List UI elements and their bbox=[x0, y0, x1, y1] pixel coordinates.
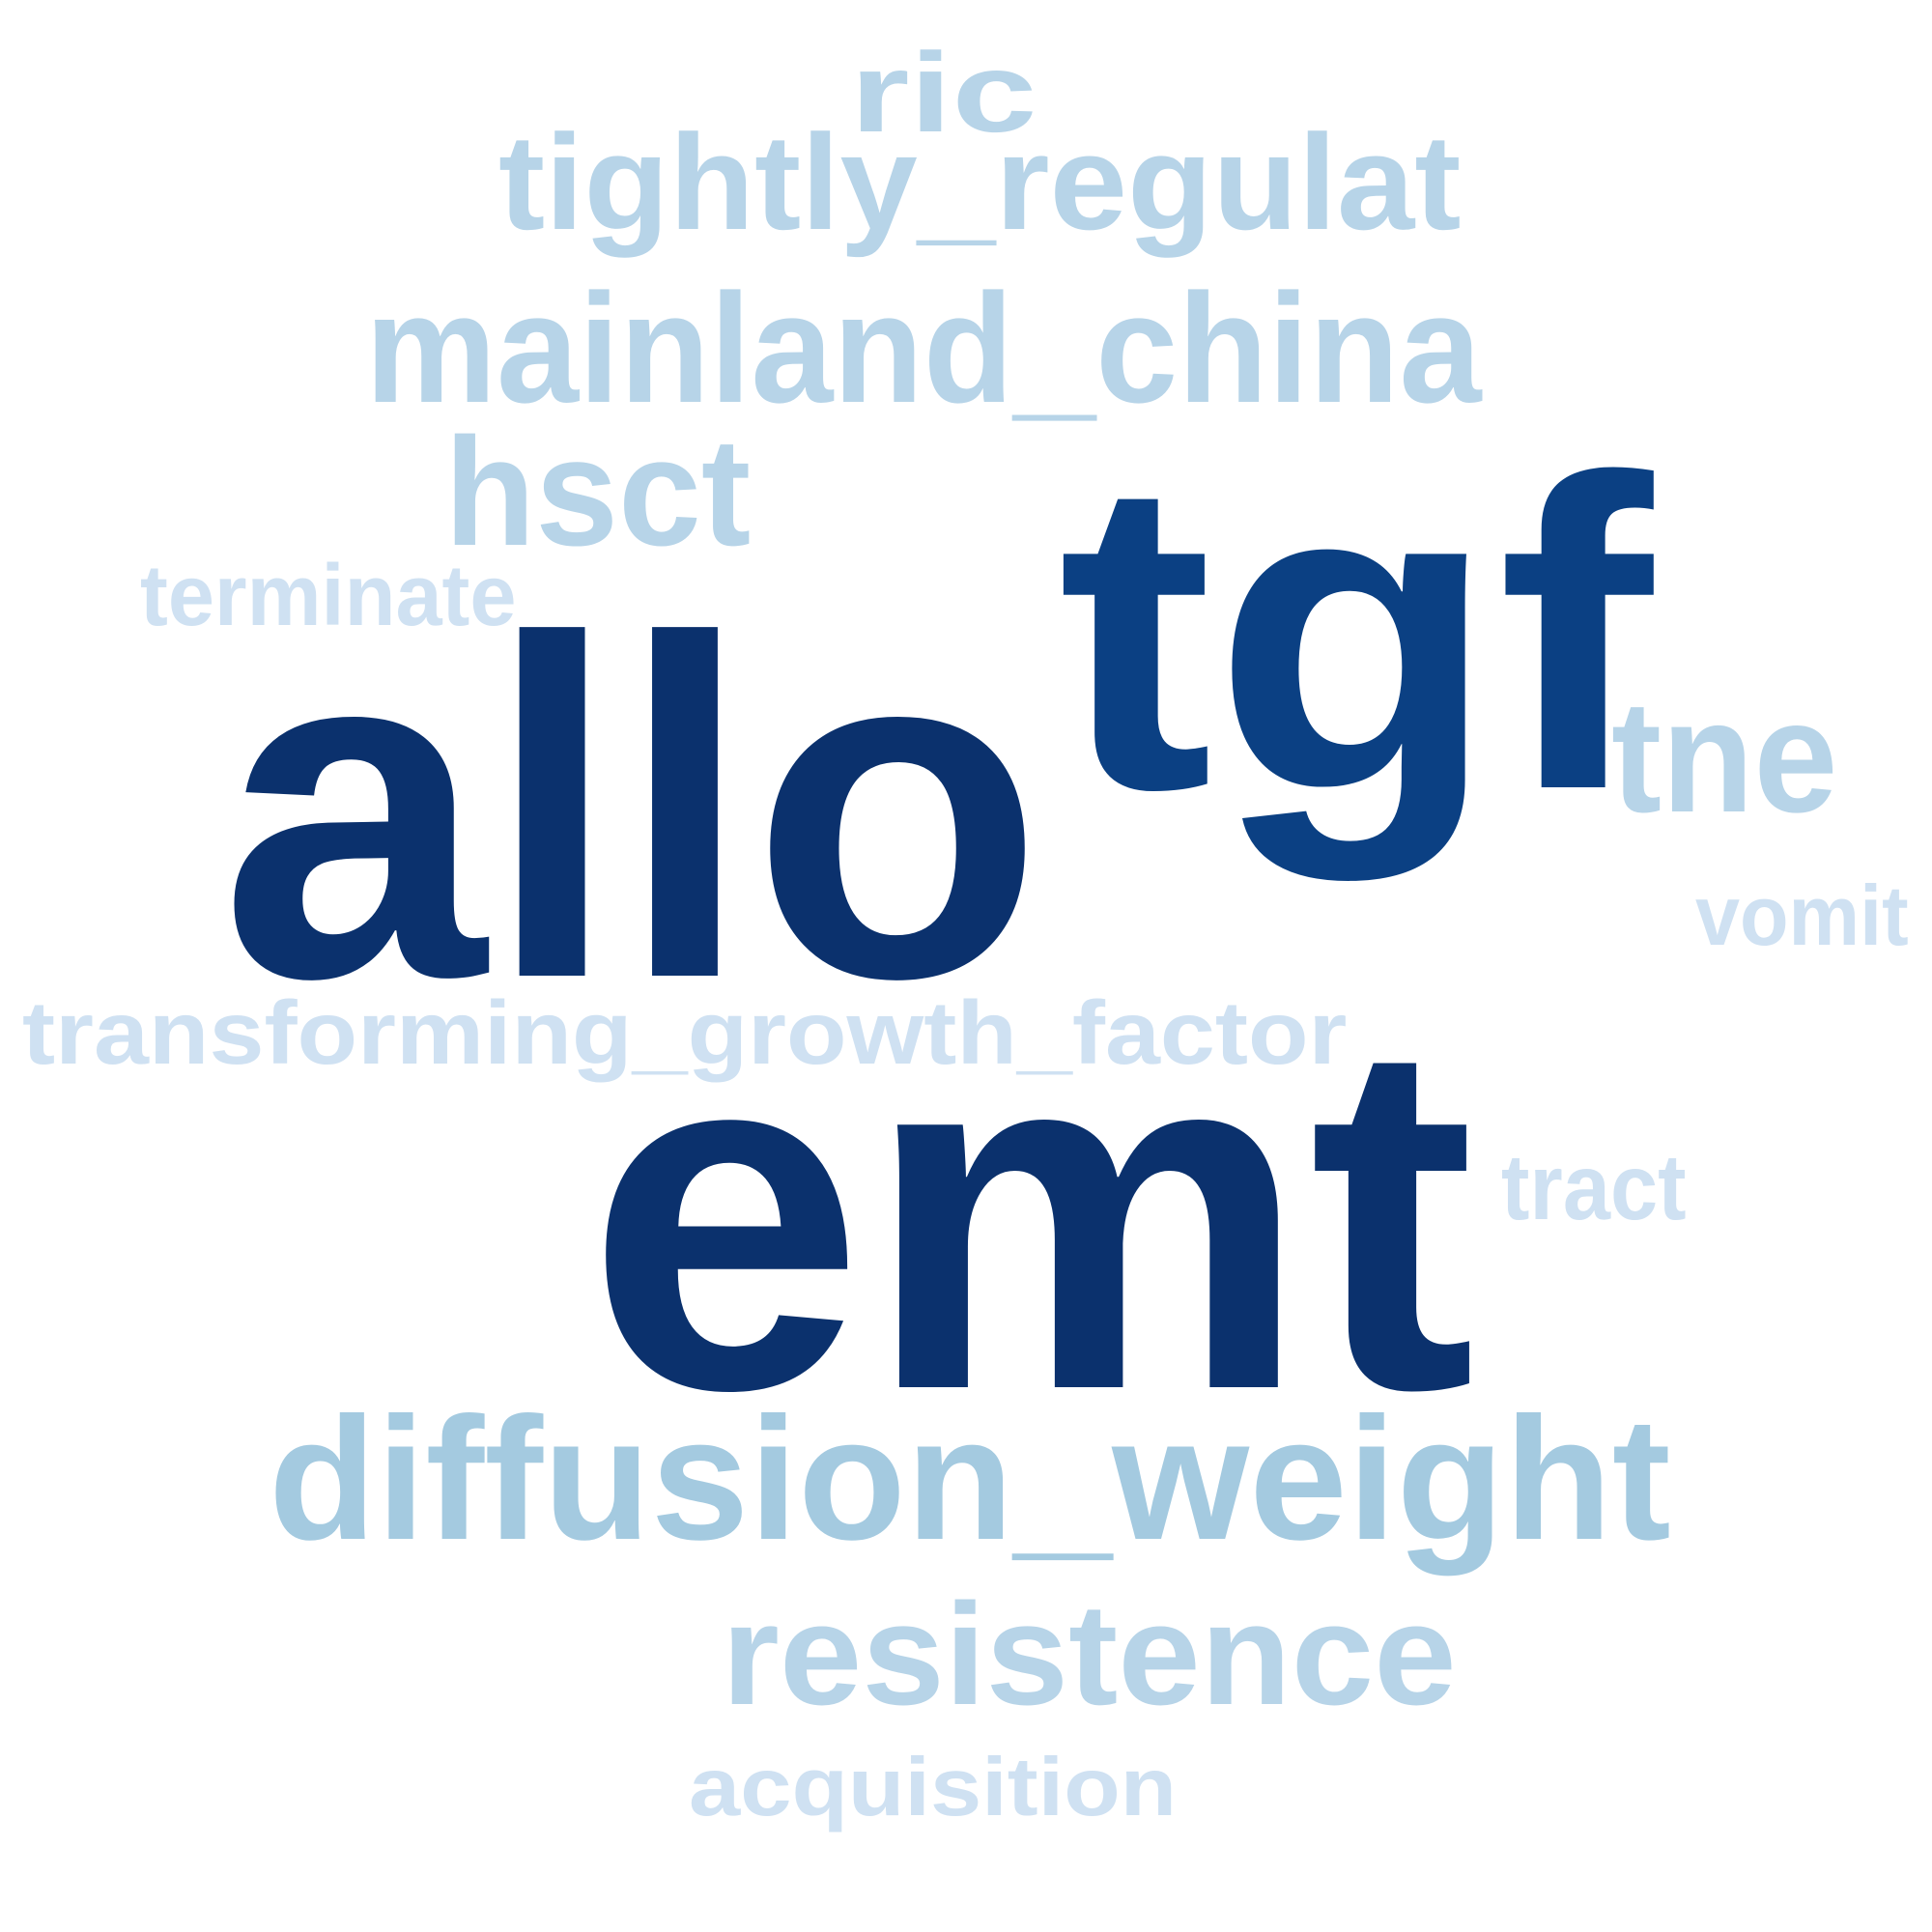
word-terminate: terminate bbox=[140, 547, 517, 644]
word-mainland-china: mainland_china bbox=[365, 262, 1482, 437]
word-resistence: resistence bbox=[722, 1574, 1457, 1736]
word-acquisition: acquisition bbox=[688, 1741, 1177, 1833]
word-hsct: hsct bbox=[443, 406, 752, 579]
word-vomit: vomit bbox=[1695, 867, 1909, 964]
word-tgf: tgf bbox=[1058, 386, 1654, 881]
word-transforming-growth-factor: transforming_growth_factor bbox=[21, 982, 1348, 1084]
word-tightly-regulat: tightly_regulat bbox=[497, 105, 1462, 258]
word-diffusion-weight: diffusion_weight bbox=[268, 1381, 1671, 1577]
word-allo: allo bbox=[219, 540, 1043, 1079]
word-ric: ric bbox=[849, 28, 1037, 156]
word-tract: tract bbox=[1501, 1135, 1687, 1239]
word-tne: tne bbox=[1611, 667, 1838, 846]
word-emt: emt bbox=[585, 937, 1476, 1493]
